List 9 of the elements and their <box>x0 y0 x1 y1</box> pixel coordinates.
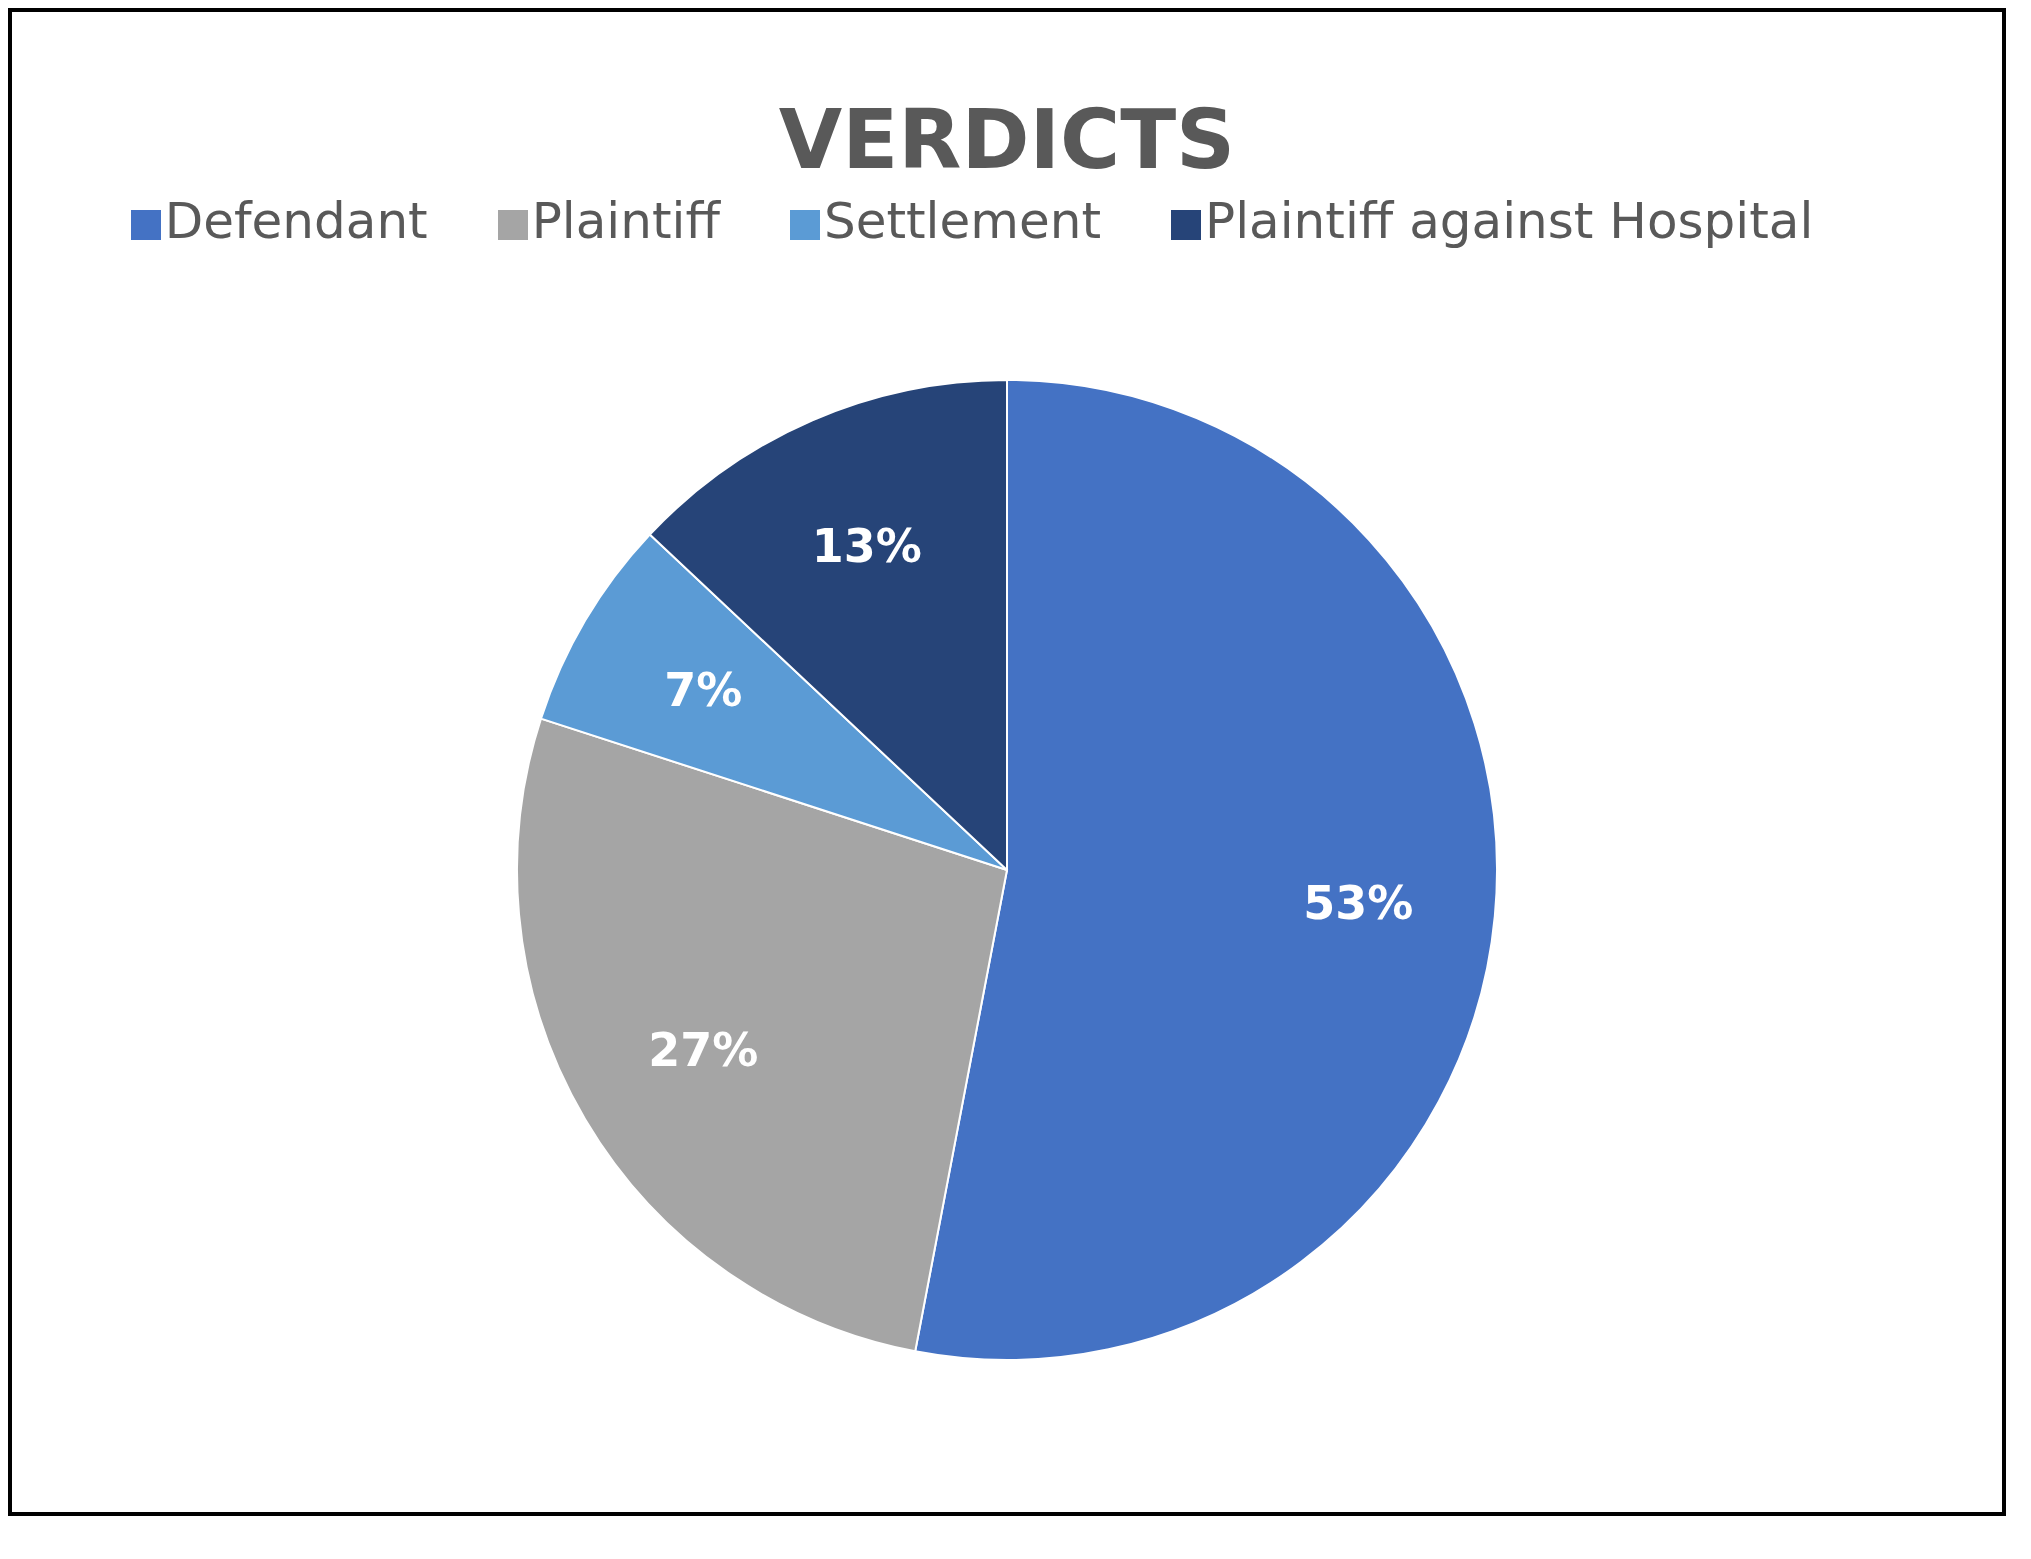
data-label: 7% <box>664 663 743 718</box>
data-label: 27% <box>648 1022 759 1077</box>
chart-title: VERDICTS <box>777 92 1237 187</box>
data-label: 13% <box>811 519 922 574</box>
legend-label: Plaintiff against Hospital <box>1205 192 1814 250</box>
legend-label: Plaintiff <box>531 192 720 250</box>
data-label: 53% <box>1303 876 1414 931</box>
legend-label: Settlement <box>823 192 1102 250</box>
legend-label: Defendant <box>164 192 428 250</box>
